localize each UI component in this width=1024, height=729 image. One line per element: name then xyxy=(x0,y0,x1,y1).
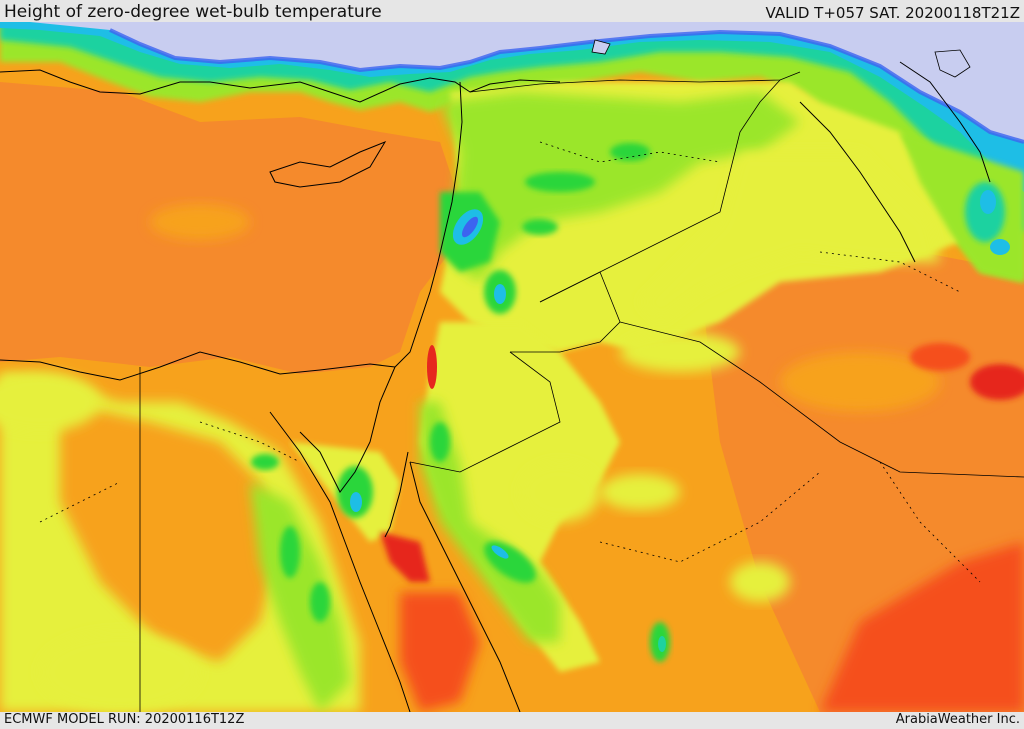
saudi-yellow-2 xyxy=(600,474,680,510)
jordan-yellow xyxy=(420,322,620,672)
egypt-green-1 xyxy=(280,526,300,578)
egypt-green-2 xyxy=(310,582,330,622)
syria-green-patch-1 xyxy=(525,172,595,192)
lake-van xyxy=(934,49,971,78)
egypt-orange xyxy=(60,402,280,662)
credit: ArabiaWeather Inc. xyxy=(895,712,1020,727)
egypt-yellow-sw xyxy=(40,632,200,712)
syria-turkey-border xyxy=(469,71,801,93)
lake-tuz xyxy=(591,39,611,55)
gulf-of-aqaba xyxy=(384,451,409,538)
egypt-yellow-west xyxy=(0,372,100,432)
arabia-red-field xyxy=(820,542,1024,712)
jordan-saudi-border xyxy=(409,351,561,473)
sinai-cyan xyxy=(350,492,362,512)
egypt-green xyxy=(250,482,350,712)
dead-sea-red xyxy=(427,345,437,389)
sinai-west xyxy=(299,366,396,493)
map-canvas xyxy=(0,22,1024,712)
coastlines xyxy=(0,61,991,712)
north-coast xyxy=(0,69,561,103)
sinai-green xyxy=(337,466,373,518)
hejaz-teal xyxy=(658,636,666,652)
hermon-cyan xyxy=(494,284,506,304)
north-cyan-band xyxy=(0,22,1024,192)
levant-green xyxy=(440,92,800,282)
egypt-coast xyxy=(0,351,396,381)
red-sea-orange xyxy=(400,592,480,712)
gulf-red-2 xyxy=(970,364,1024,400)
saudi-yellow-1 xyxy=(620,332,740,372)
model-run: ECMWF MODEL RUN: 20200116T12Z xyxy=(4,712,245,727)
iraq-yellow xyxy=(640,152,940,322)
hejaz-green-1 xyxy=(430,422,450,462)
north-lavender-area xyxy=(30,22,1024,142)
hejaz-cyan xyxy=(491,545,509,559)
saudi-light-orange xyxy=(780,352,940,412)
north-teal-band xyxy=(0,22,1024,232)
jordan-border xyxy=(510,271,621,353)
iraq-saudi-border xyxy=(619,321,1024,478)
valid-time: VALID T+057 SAT. 20200118T21Z xyxy=(765,4,1020,22)
cyprus xyxy=(269,140,387,188)
north-blue-edge xyxy=(109,28,1024,144)
gulf-coast xyxy=(799,101,916,263)
lakes xyxy=(591,39,971,78)
syria-iraq-border xyxy=(539,79,781,303)
med-yellow xyxy=(150,204,250,240)
regional-borders xyxy=(39,141,981,583)
header-bar: Height of zero-degree wet-bulb temperatu… xyxy=(0,0,1024,22)
red-sea-red xyxy=(380,532,430,582)
syria-green-patch-3 xyxy=(522,219,558,235)
iran-cyan xyxy=(980,190,996,214)
egypt-green-3 xyxy=(251,454,279,470)
iran-cyan-2 xyxy=(990,239,1010,255)
gulf-red xyxy=(910,343,970,371)
saudi-yellow-3 xyxy=(730,562,790,602)
arabia-red-sea-coast xyxy=(409,461,521,712)
footer-bar: ECMWF MODEL RUN: 20200116T12Z ArabiaWeat… xyxy=(0,712,1024,729)
levant-coast xyxy=(394,81,463,368)
saudi-yellow-4 xyxy=(520,462,600,522)
lebanon-blue xyxy=(461,216,479,238)
iran-coast xyxy=(899,61,991,183)
gulf-of-suez xyxy=(269,411,411,712)
map-title: Height of zero-degree wet-bulb temperatu… xyxy=(4,2,382,22)
syria-green-patch-2 xyxy=(610,143,650,161)
borders xyxy=(139,71,1024,712)
weather-map xyxy=(0,22,1024,712)
